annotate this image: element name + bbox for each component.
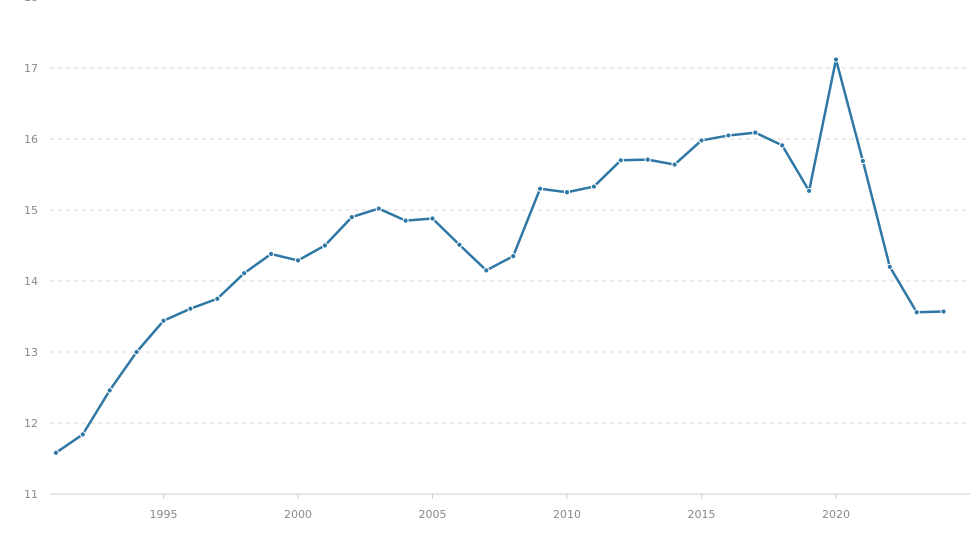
x-tick-label-2010: 2010 xyxy=(553,508,581,521)
data-point-2007[interactable] xyxy=(483,267,490,274)
grid xyxy=(50,67,970,424)
data-point-1992[interactable] xyxy=(79,431,86,438)
y-tick-label-12: 12 xyxy=(24,417,38,430)
data-point-1996[interactable] xyxy=(187,305,194,312)
data-point-2017[interactable] xyxy=(752,129,759,136)
data-point-2009[interactable] xyxy=(537,185,544,192)
x-tick-label-1995: 1995 xyxy=(150,508,178,521)
data-point-2023[interactable] xyxy=(913,309,920,316)
data-point-2008[interactable] xyxy=(510,253,517,260)
data-point-2006[interactable] xyxy=(456,241,463,248)
data-point-1999[interactable] xyxy=(268,250,275,258)
data-point-1995[interactable] xyxy=(160,317,167,324)
data-point-2022[interactable] xyxy=(886,263,893,270)
x-tick-label-2015: 2015 xyxy=(688,508,716,521)
x-axis-ticks: 1995 2000 2005 2010 2015 2020 xyxy=(150,494,850,521)
data-point-2005[interactable] xyxy=(429,215,436,222)
y-tick-label-18: 18 xyxy=(24,0,38,4)
series xyxy=(52,56,947,456)
data-point-2004[interactable] xyxy=(402,217,409,224)
y-axis: 11 12 13 14 15 16 17 18 xyxy=(24,0,38,501)
data-point-1998[interactable] xyxy=(241,270,248,277)
y-tick-label-16: 16 xyxy=(24,133,38,146)
data-point-2024[interactable] xyxy=(940,308,947,315)
data-point-2014[interactable] xyxy=(671,161,678,168)
data-point-2015[interactable] xyxy=(698,137,705,144)
data-point-1997[interactable] xyxy=(214,295,221,302)
data-point-1991[interactable] xyxy=(52,449,60,456)
data-point-2002[interactable] xyxy=(348,214,355,221)
data-point-1994[interactable] xyxy=(133,348,140,356)
data-point-2019[interactable] xyxy=(806,187,813,194)
x-tick-label-2020: 2020 xyxy=(822,508,850,521)
data-point-2000[interactable] xyxy=(294,257,302,264)
x-tick-label-2005: 2005 xyxy=(419,508,447,521)
data-point-2003[interactable] xyxy=(375,205,382,212)
series-line-0 xyxy=(54,58,945,455)
y-tick-label-11: 11 xyxy=(24,488,38,501)
y-tick-label-17: 17 xyxy=(24,62,38,75)
data-point-2016[interactable] xyxy=(725,132,732,139)
y-tick-label-14: 14 xyxy=(24,275,38,288)
data-point-2020[interactable] xyxy=(832,56,840,63)
data-point-2021[interactable] xyxy=(859,157,867,165)
data-point-1993[interactable] xyxy=(106,387,113,394)
y-tick-label-13: 13 xyxy=(24,346,38,359)
data-point-2018[interactable] xyxy=(779,142,786,149)
x-tick-label-2000: 2000 xyxy=(284,508,312,521)
data-point-2011[interactable] xyxy=(590,183,598,190)
data-point-2012[interactable] xyxy=(617,157,624,164)
data-point-2001[interactable] xyxy=(321,242,328,249)
data-point-2010[interactable] xyxy=(563,189,571,196)
y-tick-label-15: 15 xyxy=(24,204,38,217)
data-point-2013[interactable] xyxy=(644,156,651,163)
